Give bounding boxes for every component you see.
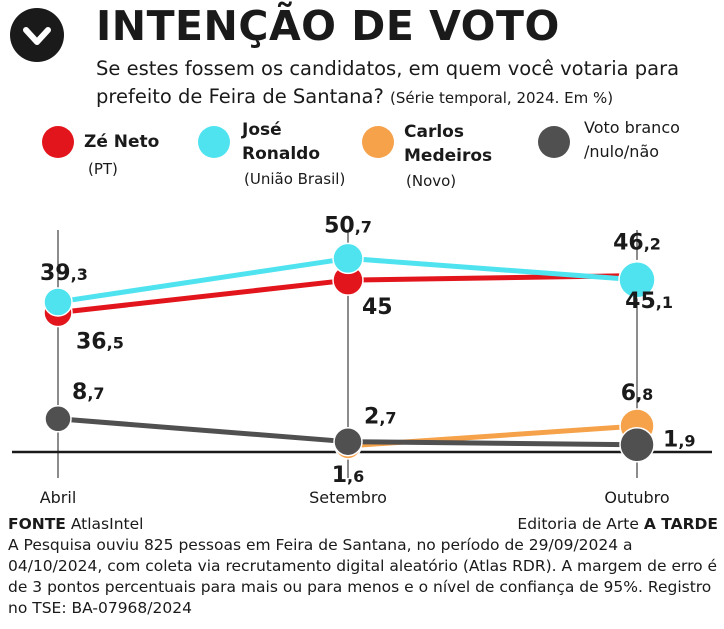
checkmark-logo-icon [10,8,64,62]
page-title: INTENÇÃO DE VOTO [96,2,560,50]
x-tick-label: Abril [40,488,77,507]
point-jos-ronaldo-0 [43,287,73,317]
data-label-voto-branco-nulo-n-o-0: 8,7 [72,380,105,405]
legend-party-ze-neto: (PT) [88,160,118,178]
point-jos-ronaldo-1 [332,242,364,275]
legend-swatch-voto-branco [538,126,570,158]
chart-subtitle: Se estes fossem os candidatos, em quem v… [96,55,716,112]
legend-swatch-jose-ronaldo [198,126,230,158]
data-label-carlos-medeiros-1: 1,6 [332,463,365,488]
data-label-z-neto-0: 36,5 [76,330,124,355]
credit-brand: A TARDE [643,515,718,533]
data-label-z-neto-1: 45 [362,295,393,320]
x-tick-label: Setembro [309,488,387,507]
subtitle-question: Se estes fossem os candidatos, em quem v… [96,57,680,108]
data-label-voto-branco-nulo-n-o-1: 2,7 [364,405,397,430]
source-line: FONTE AtlasIntel [8,514,143,535]
legend-name-jose-ronaldo-2: Ronaldo [242,144,321,164]
credit-prefix: Editoria de Arte [517,515,639,533]
legend-name-voto-branco-2: /nulo/não [584,142,660,161]
source-label: FONTE [8,515,66,533]
credit-line: Editoria de Arte A TARDE [517,514,718,535]
subtitle-note: (Série temporal, 2024. Em %) [390,89,614,107]
methodology-text: A Pesquisa ouviu 825 pessoas em Feira de… [8,536,718,617]
data-label-jos-ronaldo-2: 45,1 [625,289,673,314]
point-voto-branco-nulo-n-o-1 [333,426,363,457]
legend-party-carlos-medeiros: (Novo) [406,172,457,190]
legend-name-voto-branco-1: Voto branco [584,118,680,137]
legend-swatch-ze-neto [42,126,74,158]
data-label-carlos-medeiros-2: 6,8 [621,381,654,406]
point-jos-ronaldo-2 [618,261,656,299]
legend-name-carlos-medeiros-2: Medeiros [404,146,493,166]
footer: FONTE AtlasIntel Editoria de Arte A TARD… [8,514,718,619]
line-chart: Abril Setembro Outubro 36,5 45 46,2 39,3 50,7 4… [12,213,712,507]
data-label-jos-ronaldo-0: 39,3 [40,261,88,286]
data-label-z-neto-2: 46,2 [613,231,661,256]
data-label-jos-ronaldo-1: 50,7 [324,213,372,238]
legend-name-jose-ronaldo-1: José [242,120,282,140]
x-tick-label: Outubro [604,488,669,507]
point-voto-branco-nulo-n-o-0 [44,405,72,433]
legend-name-carlos-medeiros-1: Carlos [404,122,464,142]
legend-name-ze-neto: Zé Neto [84,132,160,152]
legend-swatch-carlos-medeiros [362,126,394,158]
data-label-voto-branco-nulo-n-o-2: 1,9 [663,428,696,453]
legend-party-jose-ronaldo: (União Brasil) [244,170,346,188]
point-voto-branco-nulo-n-o-2 [619,426,655,463]
source-name: AtlasIntel [70,515,144,533]
